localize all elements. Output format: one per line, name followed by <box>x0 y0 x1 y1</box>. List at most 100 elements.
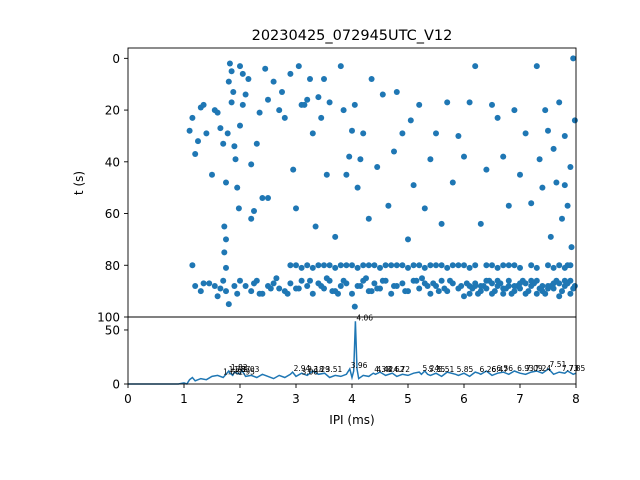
scatter-point <box>220 140 227 147</box>
scatter-point <box>360 130 367 137</box>
peak-label: 7.24 <box>534 364 551 373</box>
y-tick-label: 0 <box>112 52 120 66</box>
scatter-point <box>489 101 495 108</box>
scatter-point <box>307 277 313 284</box>
scatter-point <box>357 282 364 289</box>
scatter-point <box>228 68 235 75</box>
scatter-point <box>402 288 409 295</box>
histogram-line <box>128 321 577 385</box>
histogram-x-axis-label: IPI (ms) <box>329 413 374 427</box>
scatter-point <box>262 65 269 72</box>
scatter-point <box>405 264 411 271</box>
scatter-point <box>354 264 361 271</box>
scatter-point <box>393 88 400 95</box>
scatter-point <box>447 277 453 284</box>
chart-title: 20230425_072945UTC_V12 <box>252 28 453 44</box>
scatter-point <box>542 107 549 114</box>
scatter-point <box>547 233 554 240</box>
scatter-point <box>489 280 495 287</box>
scatter-point <box>413 277 420 284</box>
x-tick-label: 8 <box>572 392 580 406</box>
scatter-point <box>511 282 518 289</box>
scatter-point <box>265 96 271 103</box>
scatter-point <box>273 275 280 282</box>
scatter-point <box>505 277 512 284</box>
scatter-point <box>433 262 439 269</box>
scatter-point <box>279 88 285 95</box>
scatter-point <box>192 151 199 158</box>
scatter-point <box>287 70 294 77</box>
scatter-point <box>533 290 540 297</box>
y-tick-label: 20 <box>105 104 120 118</box>
scatter-point <box>270 280 277 287</box>
scatter-point <box>276 107 283 114</box>
scatter-point <box>561 182 568 189</box>
scatter-point <box>237 63 243 70</box>
scatter-point <box>239 101 246 108</box>
scatter-point <box>315 262 322 269</box>
scatter-point <box>517 171 523 178</box>
peak-label: 7.09 <box>526 364 543 373</box>
scatter-point <box>564 202 571 209</box>
peak-label: 6.47 <box>491 365 508 374</box>
scatter-point <box>237 277 243 284</box>
scatter-point <box>346 153 353 160</box>
scatter-point <box>287 262 294 269</box>
scatter-point <box>539 282 546 289</box>
scatter-point <box>466 99 473 106</box>
scatter-point <box>505 262 512 269</box>
scatter-point <box>525 288 532 295</box>
scatter-point <box>393 262 400 269</box>
scatter-point <box>483 262 490 269</box>
scatter-point <box>357 156 364 163</box>
peak-label: 4.62 <box>388 365 405 374</box>
scatter-point <box>571 117 578 124</box>
peak-label: 7.85 <box>569 364 586 373</box>
y-tick-label: 0 <box>112 378 120 392</box>
scatter-point <box>281 114 288 121</box>
scatter-point <box>239 70 246 77</box>
scatter-point <box>224 130 231 137</box>
scatter-point <box>379 91 386 98</box>
x-tick-label: 1 <box>180 392 188 406</box>
scatter-point <box>568 244 575 251</box>
x-tick-label: 0 <box>124 392 132 406</box>
scatter-point <box>200 101 207 108</box>
scatter-point <box>545 127 551 134</box>
scatter-point <box>416 101 423 108</box>
scatter-point <box>545 262 551 269</box>
scatter-point <box>556 293 563 300</box>
scatter-point <box>349 290 355 297</box>
scatter-point <box>483 166 490 173</box>
scatter-point <box>304 96 311 103</box>
scatter-point <box>245 76 252 83</box>
scatter-point <box>220 277 227 284</box>
scatter-point <box>463 280 470 287</box>
peak-label: 4.72 <box>393 365 410 374</box>
scatter-point <box>522 130 529 137</box>
scatter-point <box>505 282 512 289</box>
scatter-point <box>461 293 467 300</box>
scatter-point <box>421 205 428 212</box>
scatter-point <box>567 163 574 170</box>
scatter-point <box>225 301 232 308</box>
scatter-point <box>351 303 358 310</box>
scatter-point <box>225 78 232 85</box>
scatter-point <box>323 275 330 282</box>
peak-label: 2.03 <box>243 365 260 374</box>
scatter-point <box>337 282 344 289</box>
scatter-point <box>293 262 299 269</box>
scatter-point <box>410 262 417 269</box>
peak-label: 4.42 <box>377 365 394 374</box>
scatter-point <box>309 130 316 137</box>
scatter-point <box>444 264 451 271</box>
scatter-point <box>189 262 196 269</box>
scatter-point <box>533 264 540 271</box>
scatter-point <box>511 262 518 269</box>
scatter-point <box>550 264 557 271</box>
histogram-series <box>128 321 577 385</box>
scatter-point <box>505 202 512 209</box>
scatter-point <box>337 63 344 70</box>
scatter-point <box>231 282 238 289</box>
